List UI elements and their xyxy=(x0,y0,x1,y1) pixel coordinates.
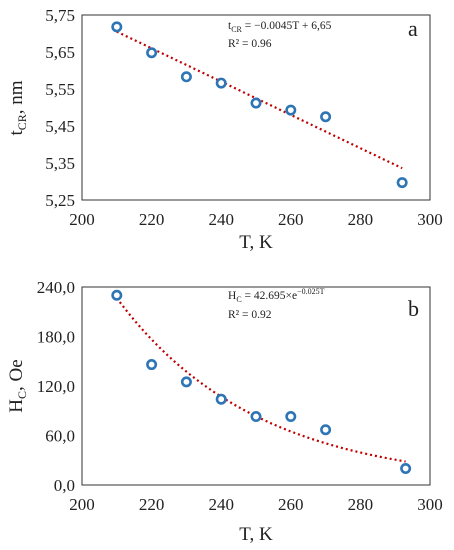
x-tick-label: 200 xyxy=(69,210,95,229)
panel-label-b: b xyxy=(408,296,419,321)
y-axis-label-a: tCR, nm xyxy=(6,80,29,135)
data-points-b xyxy=(111,289,412,474)
equation-b: HC = 42.695×e−0.025T xyxy=(228,287,325,304)
r-squared-b: R² = 0.92 xyxy=(228,309,272,321)
r-squared-a: R² = 0.96 xyxy=(228,38,272,50)
x-axis-label-b: T, K xyxy=(239,524,273,545)
x-tick-label: 220 xyxy=(139,495,165,514)
x-tick-label: 300 xyxy=(417,210,443,229)
data-point xyxy=(146,359,158,371)
x-tick-label: 220 xyxy=(139,210,165,229)
x-tick-label: 240 xyxy=(208,495,234,514)
y-tick-label: 5,55 xyxy=(45,80,75,99)
x-tick-label: 260 xyxy=(278,495,304,514)
y-tick-label: 180,0 xyxy=(37,328,75,347)
y-axis-label-b: HC, Oe xyxy=(6,359,29,412)
y-tick-label: 5,25 xyxy=(45,191,75,210)
chart-panel-a: 5,75 5,65 5,55 5,45 5,35 5,25 200 220 240 260 280… xyxy=(6,6,443,253)
y-tick-label: 60,0 xyxy=(45,427,75,446)
data-point xyxy=(215,77,227,89)
data-points-a xyxy=(111,21,408,189)
x-tick-label: 240 xyxy=(208,210,234,229)
y-tick-label: 5,35 xyxy=(45,154,75,173)
data-point xyxy=(285,411,297,423)
data-point xyxy=(215,393,227,405)
data-point xyxy=(146,47,158,59)
data-point xyxy=(285,104,297,116)
y-tick-label: 0,0 xyxy=(54,476,75,495)
y-ticks-b: 240,0 180,0 120,0 60,0 0,0 xyxy=(37,278,75,495)
fit-line-b xyxy=(115,297,406,463)
x-axis-label-a: T, K xyxy=(239,232,273,253)
y-tick-label: 240,0 xyxy=(37,278,75,297)
data-point xyxy=(111,289,123,301)
data-point xyxy=(400,462,412,474)
y-tick-label: 5,65 xyxy=(45,43,75,62)
data-point xyxy=(111,21,123,33)
data-point xyxy=(320,111,332,123)
y-ticks-a: 5,75 5,65 5,55 5,45 5,35 5,25 xyxy=(45,6,75,210)
y-tick-label: 5,75 xyxy=(45,6,75,25)
y-tick-label: 5,45 xyxy=(45,117,75,136)
data-point xyxy=(180,376,192,388)
chart-panel-b: 240,0 180,0 120,0 60,0 0,0 200 220 240 260 280 30… xyxy=(6,278,443,545)
plot-frame-b xyxy=(81,286,431,486)
x-tick-label: 280 xyxy=(348,210,374,229)
data-point xyxy=(396,177,408,189)
x-tick-label: 280 xyxy=(348,495,374,514)
data-point xyxy=(320,424,332,436)
x-ticks-a: 200 220 240 260 280 300 xyxy=(69,210,443,229)
x-tick-label: 260 xyxy=(278,210,304,229)
y-tick-label: 120,0 xyxy=(37,377,75,396)
x-ticks-b: 200 220 240 260 280 300 xyxy=(69,495,443,514)
equation-a: tCR = −0.0045T + 6,65 xyxy=(228,20,332,34)
x-tick-label: 200 xyxy=(69,495,95,514)
x-tick-label: 300 xyxy=(417,495,443,514)
data-point xyxy=(250,97,262,109)
data-point xyxy=(250,411,262,423)
panel-label-a: a xyxy=(408,16,418,41)
data-point xyxy=(180,71,192,83)
